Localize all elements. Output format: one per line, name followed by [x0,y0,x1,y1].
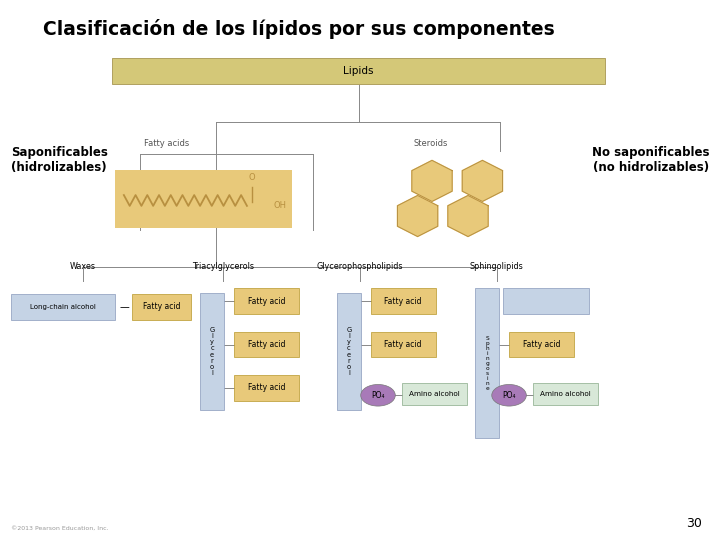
FancyBboxPatch shape [509,332,574,357]
Text: Sphingolipids: Sphingolipids [470,262,523,271]
Text: Steroids: Steroids [414,139,449,148]
FancyBboxPatch shape [371,288,436,314]
FancyBboxPatch shape [475,288,499,438]
FancyBboxPatch shape [11,294,115,320]
Text: Fatty acid: Fatty acid [523,340,560,349]
FancyBboxPatch shape [234,288,299,314]
FancyBboxPatch shape [115,170,292,228]
Polygon shape [448,195,488,237]
Text: Waxes: Waxes [70,262,96,271]
Text: Fatty acid: Fatty acid [143,302,180,311]
Ellipse shape [361,384,395,406]
Text: Fatty acid: Fatty acid [248,340,285,349]
FancyBboxPatch shape [337,293,361,410]
Text: 30: 30 [686,517,702,530]
Text: OH: OH [274,201,287,210]
Text: Fatty acid: Fatty acid [384,297,422,306]
FancyBboxPatch shape [533,383,598,405]
Text: PO₄: PO₄ [372,391,384,400]
FancyBboxPatch shape [234,375,299,401]
Text: —: — [120,302,130,312]
FancyBboxPatch shape [234,332,299,357]
Text: Clasificación de los lípidos por sus componentes: Clasificación de los lípidos por sus com… [43,19,555,39]
Text: O: O [248,173,256,183]
Text: Amino alcohol: Amino alcohol [540,391,590,397]
Text: No saponificables
(no hidrolizables): No saponificables (no hidrolizables) [592,146,709,174]
Polygon shape [462,160,503,201]
FancyBboxPatch shape [503,288,589,314]
Text: Fatty acids: Fatty acids [144,139,189,148]
Text: Long-chain alcohol: Long-chain alcohol [30,303,96,310]
Text: Fatty acid: Fatty acid [384,340,422,349]
Polygon shape [397,195,438,237]
Text: Fatty acid: Fatty acid [248,383,285,392]
Text: S
p
h
i
n
g
o
s
i
n
e: S p h i n g o s i n e [485,336,489,391]
FancyBboxPatch shape [200,293,224,410]
Text: G
l
y
c
e
r
o
l: G l y c e r o l [210,327,215,376]
FancyBboxPatch shape [112,58,605,84]
FancyBboxPatch shape [371,332,436,357]
Text: Triacylglycerols: Triacylglycerols [192,262,254,271]
Text: ©2013 Pearson Education, Inc.: ©2013 Pearson Education, Inc. [11,525,109,530]
Text: Saponificables
(hidrolizables): Saponificables (hidrolizables) [11,146,108,174]
Ellipse shape [492,384,526,406]
Text: Glycerophospholipids: Glycerophospholipids [317,262,403,271]
Polygon shape [412,160,452,201]
Text: Lipids: Lipids [343,66,374,76]
Text: PO₄: PO₄ [503,391,516,400]
FancyBboxPatch shape [132,294,191,320]
FancyBboxPatch shape [402,383,467,405]
Text: Amino alcohol: Amino alcohol [409,391,459,397]
Text: G
l
y
c
e
r
o
l: G l y c e r o l [346,327,351,376]
Text: Fatty acid: Fatty acid [248,297,285,306]
